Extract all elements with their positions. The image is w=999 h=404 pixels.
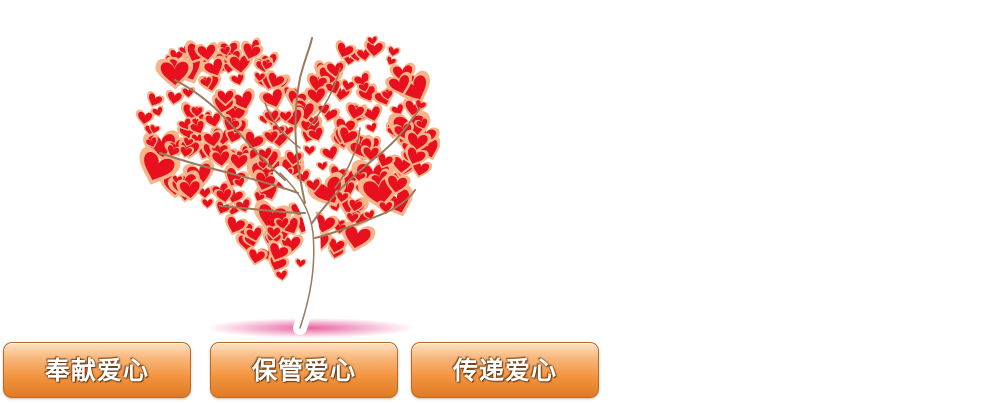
pass-love-label: 传递爱心 bbox=[452, 356, 557, 385]
tree-trunk bbox=[159, 37, 421, 335]
small-heart-icon bbox=[200, 197, 215, 210]
action-button-bar: 奉献爱心 保管爱心 传递爱心 bbox=[0, 342, 620, 400]
small-heart-icon bbox=[294, 257, 308, 269]
small-heart-icon bbox=[228, 70, 249, 89]
small-heart-icon bbox=[315, 160, 330, 173]
donate-love-button[interactable]: 奉献爱心 bbox=[3, 342, 191, 398]
keep-love-button[interactable]: 保管爱心 bbox=[210, 342, 398, 398]
small-heart-icon bbox=[364, 120, 380, 136]
pass-love-button[interactable]: 传递爱心 bbox=[411, 342, 599, 398]
small-heart-icon bbox=[273, 268, 290, 283]
small-heart-icon bbox=[302, 144, 317, 157]
heart-tree-illustration bbox=[130, 35, 440, 338]
donate-love-label: 奉献爱心 bbox=[44, 356, 149, 385]
keep-love-label: 保管爱心 bbox=[251, 356, 356, 385]
